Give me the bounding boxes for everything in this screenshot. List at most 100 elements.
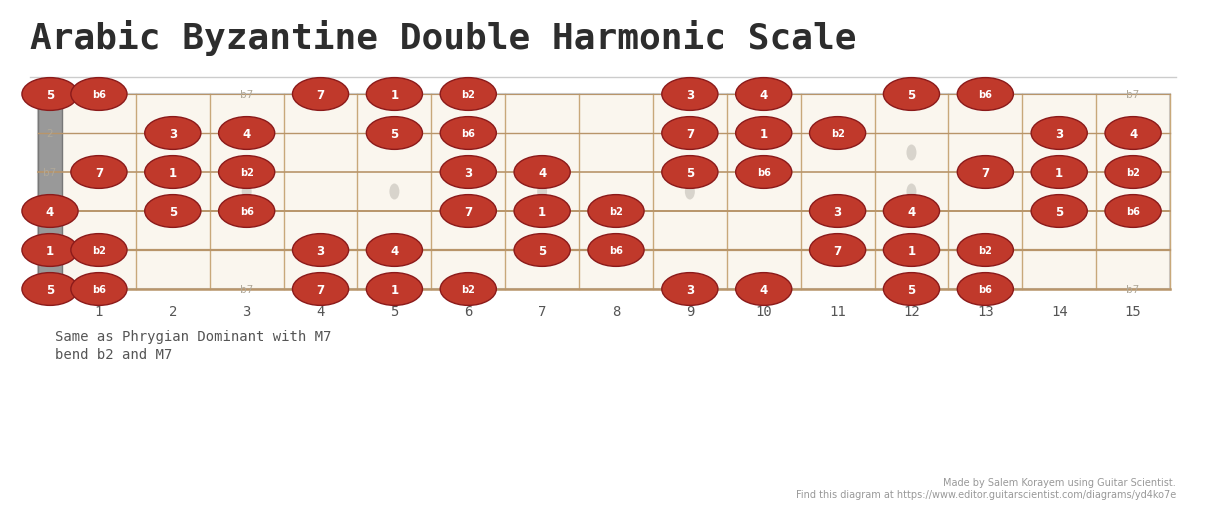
Text: 3: 3 <box>1055 127 1064 140</box>
Ellipse shape <box>145 195 201 228</box>
Text: 2: 2 <box>169 305 177 318</box>
Ellipse shape <box>958 234 1013 267</box>
Ellipse shape <box>367 273 422 306</box>
Text: b6: b6 <box>92 284 106 294</box>
Text: Same as Phrygian Dominant with M7: Same as Phrygian Dominant with M7 <box>55 329 332 343</box>
Ellipse shape <box>809 195 866 228</box>
Text: 7: 7 <box>316 88 324 102</box>
Text: 3: 3 <box>316 244 324 257</box>
Text: 1: 1 <box>95 305 104 318</box>
Ellipse shape <box>514 195 570 228</box>
Ellipse shape <box>884 273 939 306</box>
Text: 2: 2 <box>47 129 53 139</box>
Bar <box>39 95 62 289</box>
Text: 11: 11 <box>830 305 845 318</box>
Text: 7: 7 <box>538 305 546 318</box>
Text: 5: 5 <box>907 88 915 102</box>
Text: b2: b2 <box>462 90 475 100</box>
Text: 3: 3 <box>686 283 693 296</box>
Ellipse shape <box>367 234 422 267</box>
Text: b2: b2 <box>1126 168 1140 178</box>
Text: 7: 7 <box>464 205 473 218</box>
Text: 13: 13 <box>977 305 994 318</box>
Ellipse shape <box>367 117 422 150</box>
Text: Made by Salem Korayem using Guitar Scientist.: Made by Salem Korayem using Guitar Scien… <box>943 477 1176 487</box>
Text: 3: 3 <box>242 305 251 318</box>
Ellipse shape <box>736 273 792 306</box>
Ellipse shape <box>736 157 792 189</box>
Ellipse shape <box>1105 117 1161 150</box>
Text: b6: b6 <box>609 245 624 256</box>
Ellipse shape <box>293 273 349 306</box>
Ellipse shape <box>1105 157 1161 189</box>
Text: 4: 4 <box>760 283 768 296</box>
Text: 7: 7 <box>833 244 842 257</box>
Ellipse shape <box>958 78 1013 111</box>
Text: 15: 15 <box>1125 305 1141 318</box>
Text: b7: b7 <box>1126 90 1140 100</box>
Ellipse shape <box>514 234 570 267</box>
Text: 9: 9 <box>686 305 695 318</box>
Text: b6: b6 <box>1126 207 1140 217</box>
Text: 7: 7 <box>982 166 989 179</box>
Text: 5: 5 <box>391 127 398 140</box>
Ellipse shape <box>662 117 718 150</box>
Text: b7: b7 <box>240 284 253 294</box>
Ellipse shape <box>22 195 78 228</box>
Ellipse shape <box>1031 195 1088 228</box>
Text: Arabic Byzantine Double Harmonic Scale: Arabic Byzantine Double Harmonic Scale <box>30 20 856 56</box>
Text: b7: b7 <box>43 168 57 178</box>
Ellipse shape <box>22 234 78 267</box>
Ellipse shape <box>958 157 1013 189</box>
Ellipse shape <box>662 157 718 189</box>
Ellipse shape <box>907 145 917 161</box>
Text: 7: 7 <box>95 166 103 179</box>
Ellipse shape <box>589 195 644 228</box>
Ellipse shape <box>907 184 917 200</box>
Text: 4: 4 <box>907 205 915 218</box>
Text: b2: b2 <box>831 129 844 139</box>
Ellipse shape <box>440 157 497 189</box>
Ellipse shape <box>440 78 497 111</box>
Text: b7: b7 <box>240 90 253 100</box>
Text: 14: 14 <box>1050 305 1067 318</box>
Ellipse shape <box>884 195 939 228</box>
Text: b6: b6 <box>978 90 993 100</box>
Ellipse shape <box>22 273 78 306</box>
Ellipse shape <box>241 184 252 200</box>
Text: 1: 1 <box>46 244 54 257</box>
Ellipse shape <box>1105 195 1161 228</box>
Text: b7: b7 <box>1126 284 1140 294</box>
Text: 4: 4 <box>391 244 398 257</box>
Ellipse shape <box>440 195 497 228</box>
Text: 1: 1 <box>907 244 915 257</box>
Text: Find this diagram at https://www.editor.guitarscientist.com/diagrams/yd4ko7e: Find this diagram at https://www.editor.… <box>796 489 1176 499</box>
Ellipse shape <box>22 78 78 111</box>
Text: 5: 5 <box>1055 205 1064 218</box>
Bar <box>39 95 1170 289</box>
Text: 3: 3 <box>686 88 693 102</box>
Ellipse shape <box>589 234 644 267</box>
Text: 10: 10 <box>755 305 772 318</box>
Ellipse shape <box>71 78 127 111</box>
Ellipse shape <box>218 117 275 150</box>
Ellipse shape <box>145 157 201 189</box>
Text: b2: b2 <box>609 207 624 217</box>
Text: b6: b6 <box>240 207 253 217</box>
Text: 5: 5 <box>538 244 546 257</box>
Ellipse shape <box>71 157 127 189</box>
Ellipse shape <box>440 273 497 306</box>
Text: 4: 4 <box>1129 127 1137 140</box>
Ellipse shape <box>390 184 399 200</box>
Ellipse shape <box>71 273 127 306</box>
Text: 3: 3 <box>169 127 177 140</box>
Text: 4: 4 <box>760 88 768 102</box>
Text: b6: b6 <box>757 168 771 178</box>
Text: 12: 12 <box>903 305 920 318</box>
Text: b2: b2 <box>978 245 993 256</box>
Ellipse shape <box>736 78 792 111</box>
Text: 7: 7 <box>316 283 324 296</box>
Ellipse shape <box>662 273 718 306</box>
Text: 5: 5 <box>46 88 54 102</box>
Ellipse shape <box>218 195 275 228</box>
